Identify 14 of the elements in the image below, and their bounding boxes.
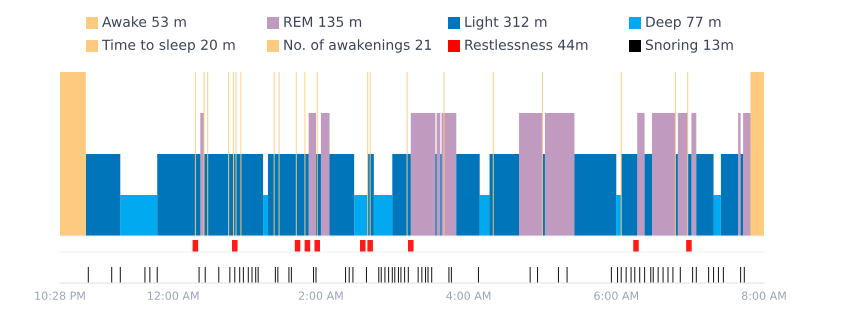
legend-label: Light 312 m [465, 16, 546, 30]
legend-label: Deep 77 m [646, 16, 720, 30]
legend-label: Snoring 13m [646, 39, 733, 53]
x-tick-label: 8:00 AM [742, 292, 786, 300]
legend-label: REM 135 m [284, 16, 362, 28]
x-tick-label: 2:00 AM [298, 292, 343, 300]
legend-label: No. of awakenings 21 [284, 39, 432, 53]
legend-label: Time to sleep 20 m [102, 39, 235, 53]
legend-label: Awake 53 m [102, 16, 186, 28]
x-tick-label: 6:00 AM [594, 292, 638, 300]
x-tick-label: 4:00 AM [446, 292, 490, 300]
x-tick-label: 12:00 AM [148, 292, 199, 300]
legend-label: Restlessness 44m [465, 39, 588, 50]
x-tick-label: 10:28 PM [35, 292, 85, 300]
